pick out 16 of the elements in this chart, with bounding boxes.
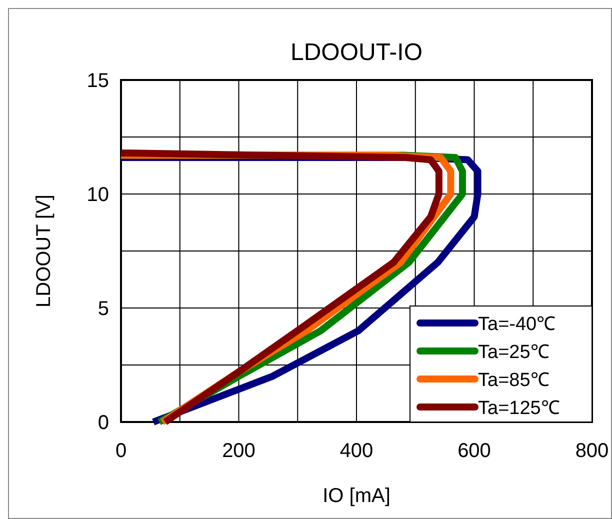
y-tick-label: 0 bbox=[98, 412, 109, 434]
x-tick-label: 600 bbox=[458, 440, 491, 462]
x-tick-label: 800 bbox=[575, 440, 609, 462]
y-tick-label: 15 bbox=[86, 70, 109, 92]
legend-label: Ta=25℃ bbox=[478, 342, 550, 363]
y-tick-label: 5 bbox=[98, 298, 109, 320]
legend-label: Ta=125℃ bbox=[478, 398, 560, 419]
x-tick-label: 0 bbox=[115, 440, 127, 462]
chart-title: LDOOUT-IO bbox=[290, 39, 423, 66]
x-tick-label: 200 bbox=[222, 440, 256, 462]
legend-label: Ta=85℃ bbox=[478, 370, 550, 391]
legend-label: Ta=-40℃ bbox=[478, 314, 556, 335]
x-axis-title: IO [mA] bbox=[322, 485, 390, 507]
x-tick-label: 400 bbox=[340, 440, 374, 462]
y-tick-label: 10 bbox=[86, 184, 109, 206]
y-axis-title: LDOOUT [V] bbox=[33, 194, 55, 308]
